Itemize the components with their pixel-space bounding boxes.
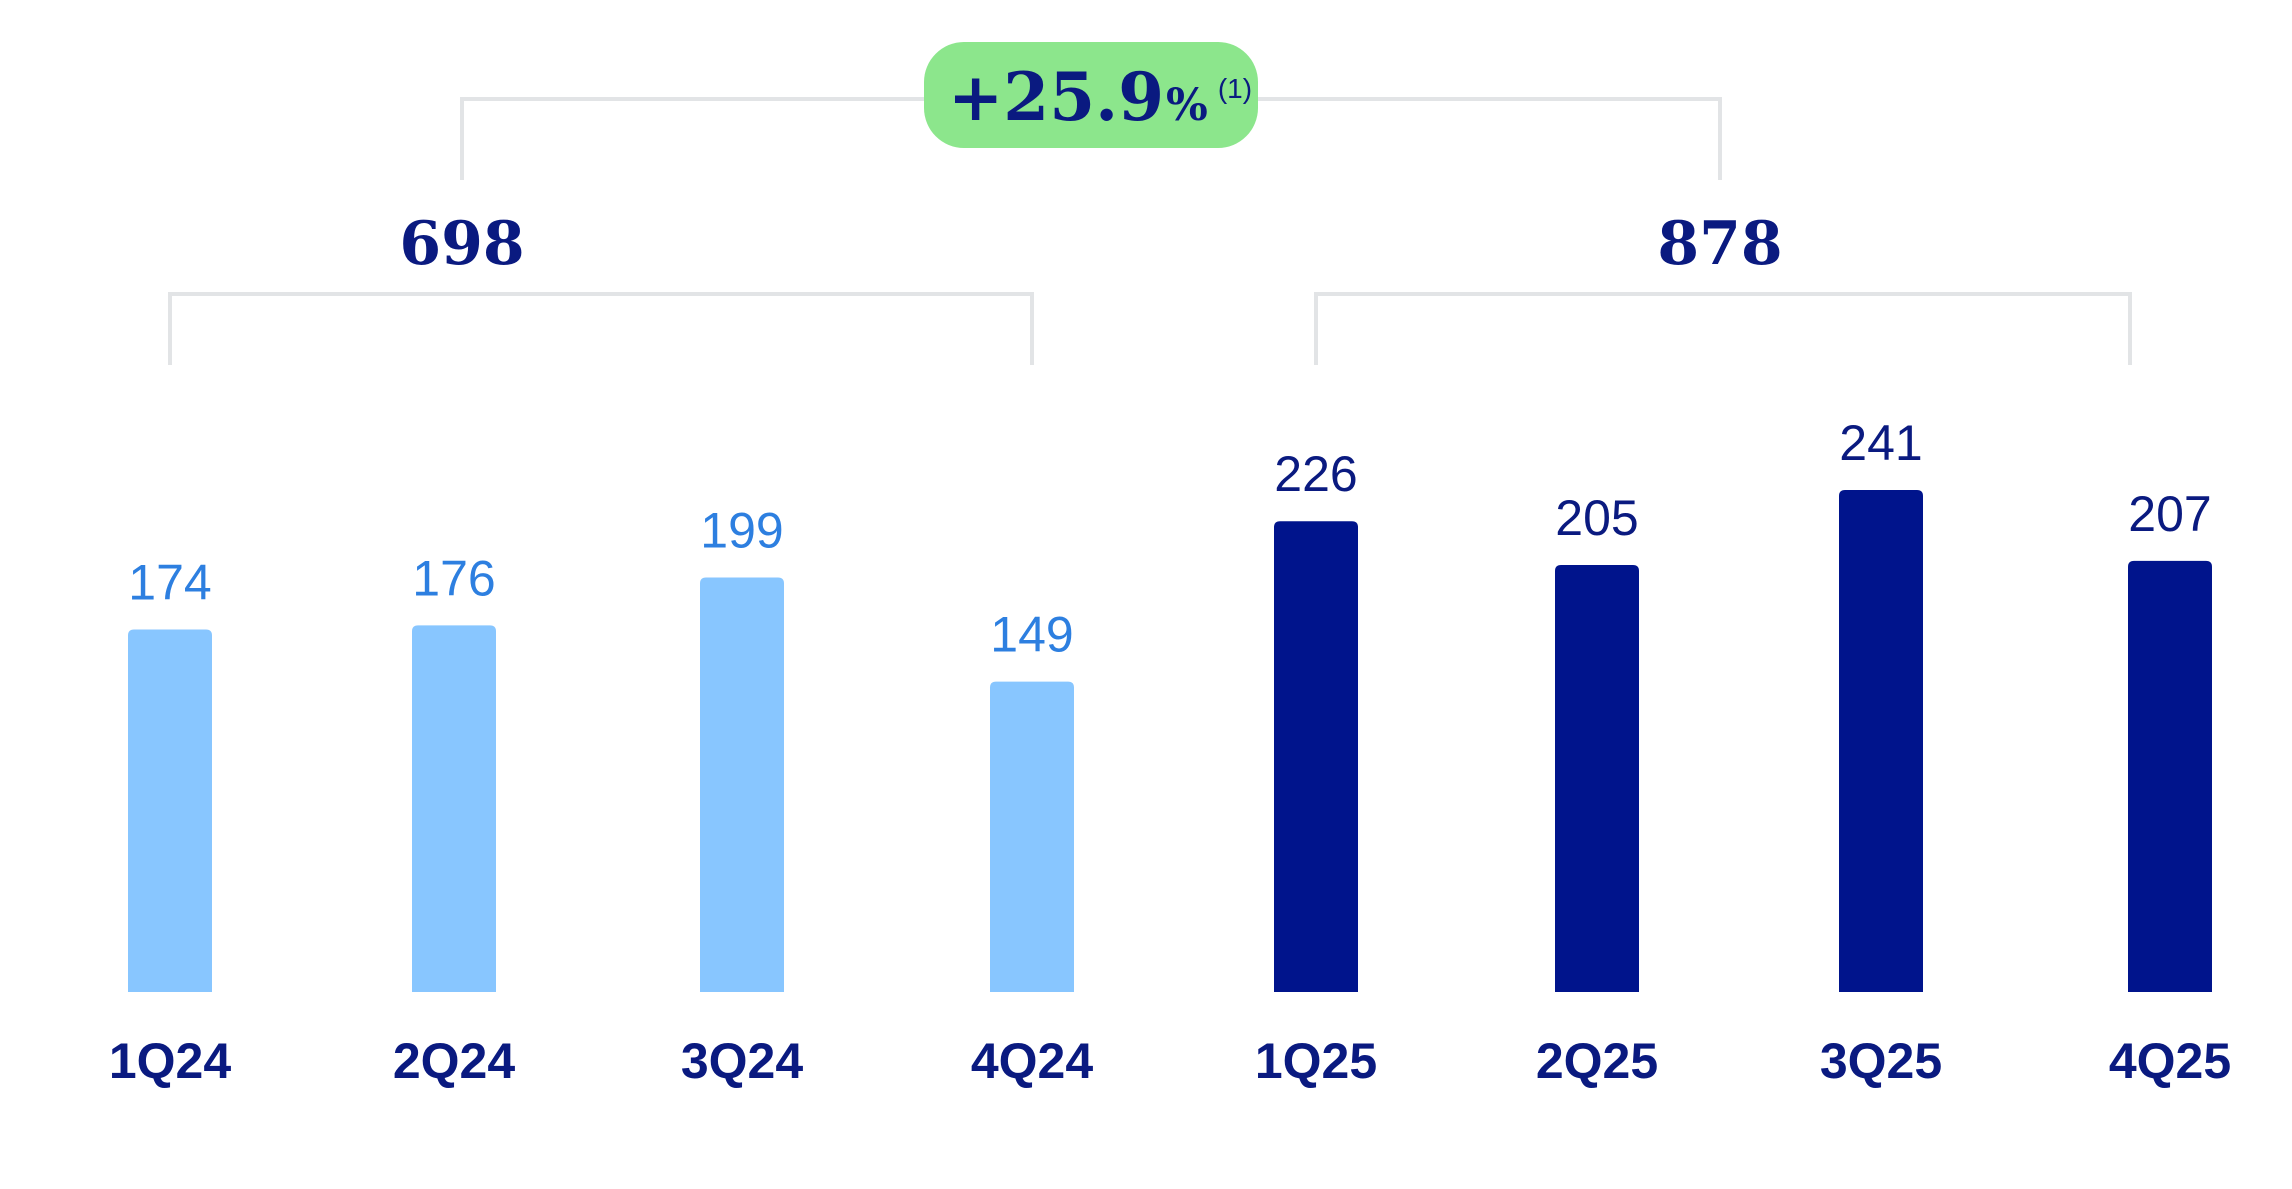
value-label-4Q24: 149: [990, 607, 1073, 663]
value-label-1Q24: 174: [128, 555, 211, 611]
category-label-3Q25: 3Q25: [1820, 1033, 1942, 1089]
value-label-3Q25: 241: [1839, 415, 1922, 471]
bracket-2024: [168, 292, 1034, 365]
group-total-2024: 698: [399, 209, 524, 279]
category-label-2Q24: 2Q24: [393, 1033, 516, 1089]
growth-badge-background: [924, 42, 1258, 148]
growth-unit: %: [1166, 80, 1208, 131]
bar-2Q25: [1555, 564, 1639, 992]
bar-1Q25: [1274, 521, 1358, 992]
bar-4Q25: [2128, 560, 2212, 992]
value-label-2Q25: 205: [1555, 490, 1638, 546]
category-label-1Q25: 1Q25: [1255, 1033, 1377, 1089]
category-label-2Q25: 2Q25: [1536, 1033, 1658, 1089]
growth-badge: +25.9% (1): [924, 42, 1258, 148]
category-labels: 1Q24 2Q24 3Q24 4Q24 1Q25 2Q25 3Q25 4Q25: [109, 1033, 2231, 1089]
value-label-1Q25: 226: [1274, 446, 1357, 502]
category-label-4Q24: 4Q24: [971, 1033, 1094, 1089]
value-label-4Q25: 207: [2128, 486, 2211, 542]
category-label-1Q24: 1Q24: [109, 1033, 232, 1089]
category-label-3Q24: 3Q24: [681, 1033, 804, 1089]
value-label-3Q24: 199: [700, 502, 783, 558]
category-label-4Q25: 4Q25: [2109, 1033, 2231, 1089]
value-label-2Q24: 176: [412, 550, 495, 606]
value-labels: 174 176 199 149 226 205 241 207: [128, 415, 2211, 663]
bar-3Q24: [700, 577, 784, 992]
bars: [128, 490, 2212, 992]
bar-4Q24: [990, 681, 1074, 992]
bar-2Q24: [412, 625, 496, 992]
growth-badge-text: +25.9% (1): [948, 58, 1252, 136]
growth-footnote: (1): [1218, 73, 1252, 104]
bracket-2025: [1314, 292, 2132, 365]
bar-1Q24: [128, 629, 212, 992]
group-total-2025: 878: [1657, 209, 1782, 279]
bar-3Q25: [1839, 490, 1923, 992]
growth-value: +25.9: [948, 58, 1164, 136]
